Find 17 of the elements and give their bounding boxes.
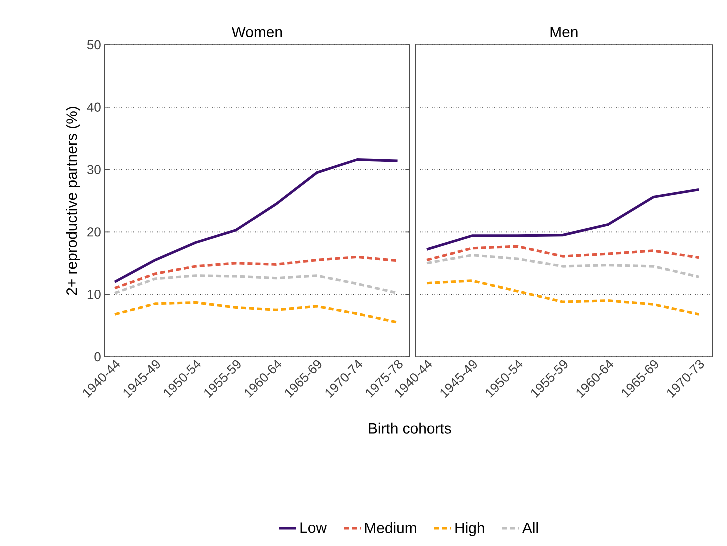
y-tick-label: 40 (87, 102, 101, 112)
line-series (114, 256, 400, 290)
line-series (114, 158, 400, 284)
legend-label: Medium (365, 522, 416, 534)
legend-label: Low (300, 522, 328, 534)
y-tick-label: 10 (88, 290, 101, 300)
y-tick-label: 0 (94, 352, 101, 362)
chart-title: Men (550, 27, 578, 38)
chart-title: Women (232, 27, 282, 38)
x-axis-title: Birth cohorts (369, 422, 452, 434)
legend-label: All (522, 522, 538, 534)
line-series (114, 301, 400, 324)
legend-label: High (456, 522, 484, 536)
y-tick-label: 50 (87, 40, 101, 50)
y-tick-label: 20 (88, 228, 101, 237)
y-tick-label: 30 (87, 165, 101, 174)
y-axis-title: 2+ reproductive partners (%) (66, 107, 80, 296)
